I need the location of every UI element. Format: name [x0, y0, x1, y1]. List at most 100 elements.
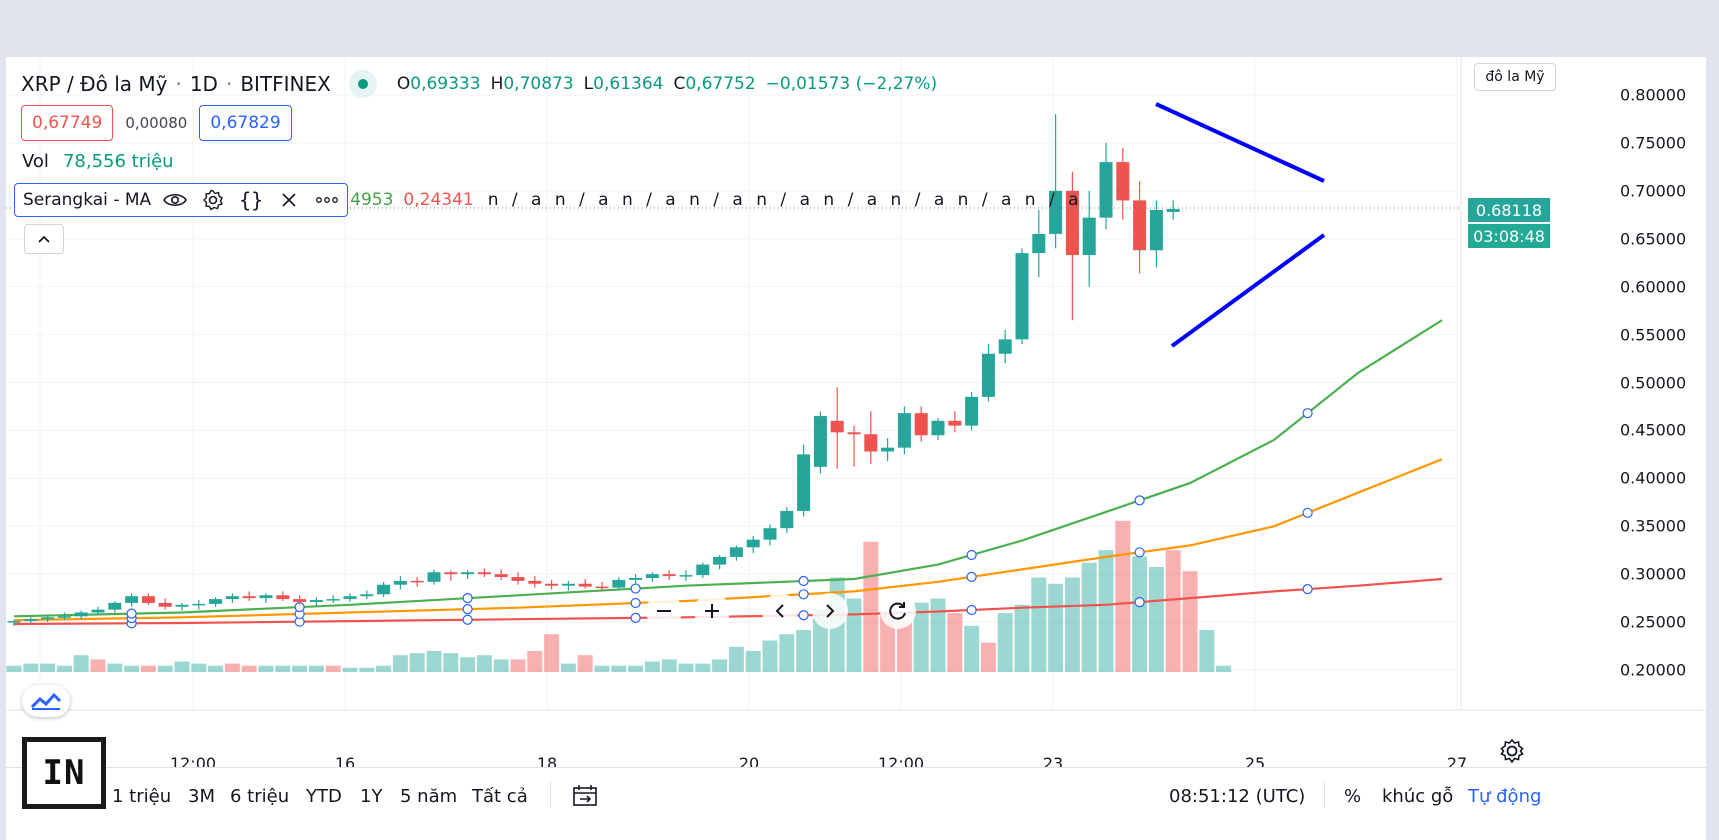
last-price-tag: 0.68118: [1468, 198, 1550, 222]
scroll-left-button[interactable]: [762, 593, 798, 629]
candle: [847, 425, 861, 467]
candle: [427, 569, 441, 585]
candle: [444, 570, 458, 581]
volume-bar: [292, 665, 308, 672]
volume-bar: [997, 613, 1013, 672]
candle: [175, 602, 189, 611]
volume-bar: [208, 665, 224, 672]
bid-price[interactable]: 0,67749: [21, 105, 114, 141]
market-status-icon[interactable]: [348, 70, 377, 98]
candle-body: [1082, 217, 1096, 256]
chart-canvas[interactable]: [6, 57, 1706, 777]
candle: [209, 597, 223, 607]
reset-icon: [889, 602, 906, 620]
candle-body: [763, 528, 777, 540]
candle: [410, 577, 424, 587]
ohlc-close: C0,67752: [673, 74, 756, 94]
volume-bar: [493, 659, 509, 672]
currency-button[interactable]: đô la Mỹ: [1474, 63, 1556, 91]
candle-body: [108, 602, 122, 610]
tradingview-logo-icon[interactable]: [22, 685, 70, 717]
candle: [897, 406, 911, 455]
volume-bar: [409, 653, 425, 672]
gear-icon[interactable]: [199, 186, 227, 214]
price-tick-label: 0.50000: [1620, 373, 1687, 392]
ma-value-green: 4953: [350, 190, 394, 210]
candle: [225, 593, 239, 603]
timeframe-3m[interactable]: 3M: [188, 786, 215, 807]
volume-bar: [644, 661, 660, 672]
trendline-lower[interactable]: [1170, 233, 1326, 348]
eye-icon[interactable]: [161, 186, 189, 214]
ma-anchor-point: [966, 604, 977, 616]
volume-bar: [1148, 567, 1164, 672]
volume-legend[interactable]: Vol 78,556 triệu: [22, 151, 174, 172]
candle-body: [797, 454, 811, 511]
candle-body: [326, 599, 340, 601]
volume-bar: [594, 665, 610, 672]
candle: [91, 606, 105, 616]
candle-body: [578, 583, 592, 587]
timeframe-1m[interactable]: 1 triệu: [112, 786, 172, 807]
separator: ·: [175, 72, 182, 96]
volume-bar: [712, 659, 728, 672]
volume-bar: [728, 646, 744, 672]
indicator-name[interactable]: Serangkai - MA: [23, 190, 152, 210]
close-icon[interactable]: [275, 186, 303, 214]
price-tick-label: 0.65000: [1620, 229, 1687, 249]
reset-chart-button[interactable]: [880, 593, 916, 629]
candle-body: [948, 420, 962, 426]
date-range-icon[interactable]: [572, 784, 598, 808]
collapse-legend-button[interactable]: [24, 224, 64, 254]
timeframe-ytd[interactable]: YTD: [306, 786, 342, 807]
ask-price[interactable]: 0,67829: [199, 105, 292, 141]
more-icon[interactable]: [313, 186, 341, 214]
volume-bar: [241, 665, 257, 672]
scroll-right-button[interactable]: [812, 593, 848, 629]
candle: [494, 569, 508, 580]
indicator-toolbar[interactable]: Serangkai - MA {}: [14, 183, 349, 217]
auto-scale-button[interactable]: Tự động: [1468, 786, 1542, 807]
volume-bar: [90, 659, 106, 672]
candle-body: [931, 420, 945, 436]
timeframe-1y[interactable]: 1Y: [360, 786, 383, 807]
ma-anchor-point: [462, 593, 473, 604]
ma-anchor-point: [1134, 495, 1145, 506]
candle: [763, 524, 777, 546]
ma-anchor-point: [630, 597, 641, 609]
interval[interactable]: 1D: [189, 72, 218, 96]
volume-bar: [1165, 550, 1181, 672]
log-scale-button[interactable]: khúc gỗ: [1382, 786, 1454, 807]
logo-text: IN: [27, 742, 101, 804]
ohlc-high: H0,70873: [490, 74, 574, 94]
candle-body: [225, 596, 239, 600]
trendline-upper[interactable]: [1155, 102, 1325, 183]
volume-bar: [376, 665, 392, 672]
candle-body: [41, 617, 55, 620]
symbol-legend[interactable]: XRP / Đô la Mỹ · 1D · BITFINEX O0,69333 …: [21, 69, 937, 99]
volume-bar: [1115, 520, 1131, 672]
ma-anchor-point: [798, 575, 809, 587]
candle: [108, 601, 122, 613]
candle-body: [1099, 162, 1113, 218]
zoom-out-button[interactable]: [646, 593, 682, 629]
indicator-legend: Serangkai - MA {} 4953 0,24341 n / a n /…: [14, 182, 1083, 218]
timeframe-all[interactable]: Tất cả: [472, 786, 528, 807]
braces-icon[interactable]: {}: [239, 188, 264, 212]
timeframe-5y[interactable]: 5 năm: [400, 786, 458, 807]
volume-bar: [510, 659, 526, 672]
chart-settings-icon[interactable]: [1498, 737, 1526, 765]
candle: [981, 344, 995, 402]
volume-bar: [359, 667, 375, 672]
percent-scale-button[interactable]: %: [1344, 786, 1362, 807]
zoom-in-button[interactable]: [694, 593, 730, 629]
volume-bar: [980, 642, 996, 672]
volume-bar: [157, 665, 173, 672]
candle-body: [662, 574, 676, 577]
timeframe-6m[interactable]: 6 triệu: [230, 786, 290, 807]
symbol-name[interactable]: XRP / Đô la Mỹ: [21, 72, 168, 96]
utc-clock[interactable]: 08:51:12 (UTC): [1169, 786, 1306, 807]
candle-body: [74, 612, 88, 617]
candle-body: [293, 599, 307, 602]
candle: [7, 620, 21, 626]
